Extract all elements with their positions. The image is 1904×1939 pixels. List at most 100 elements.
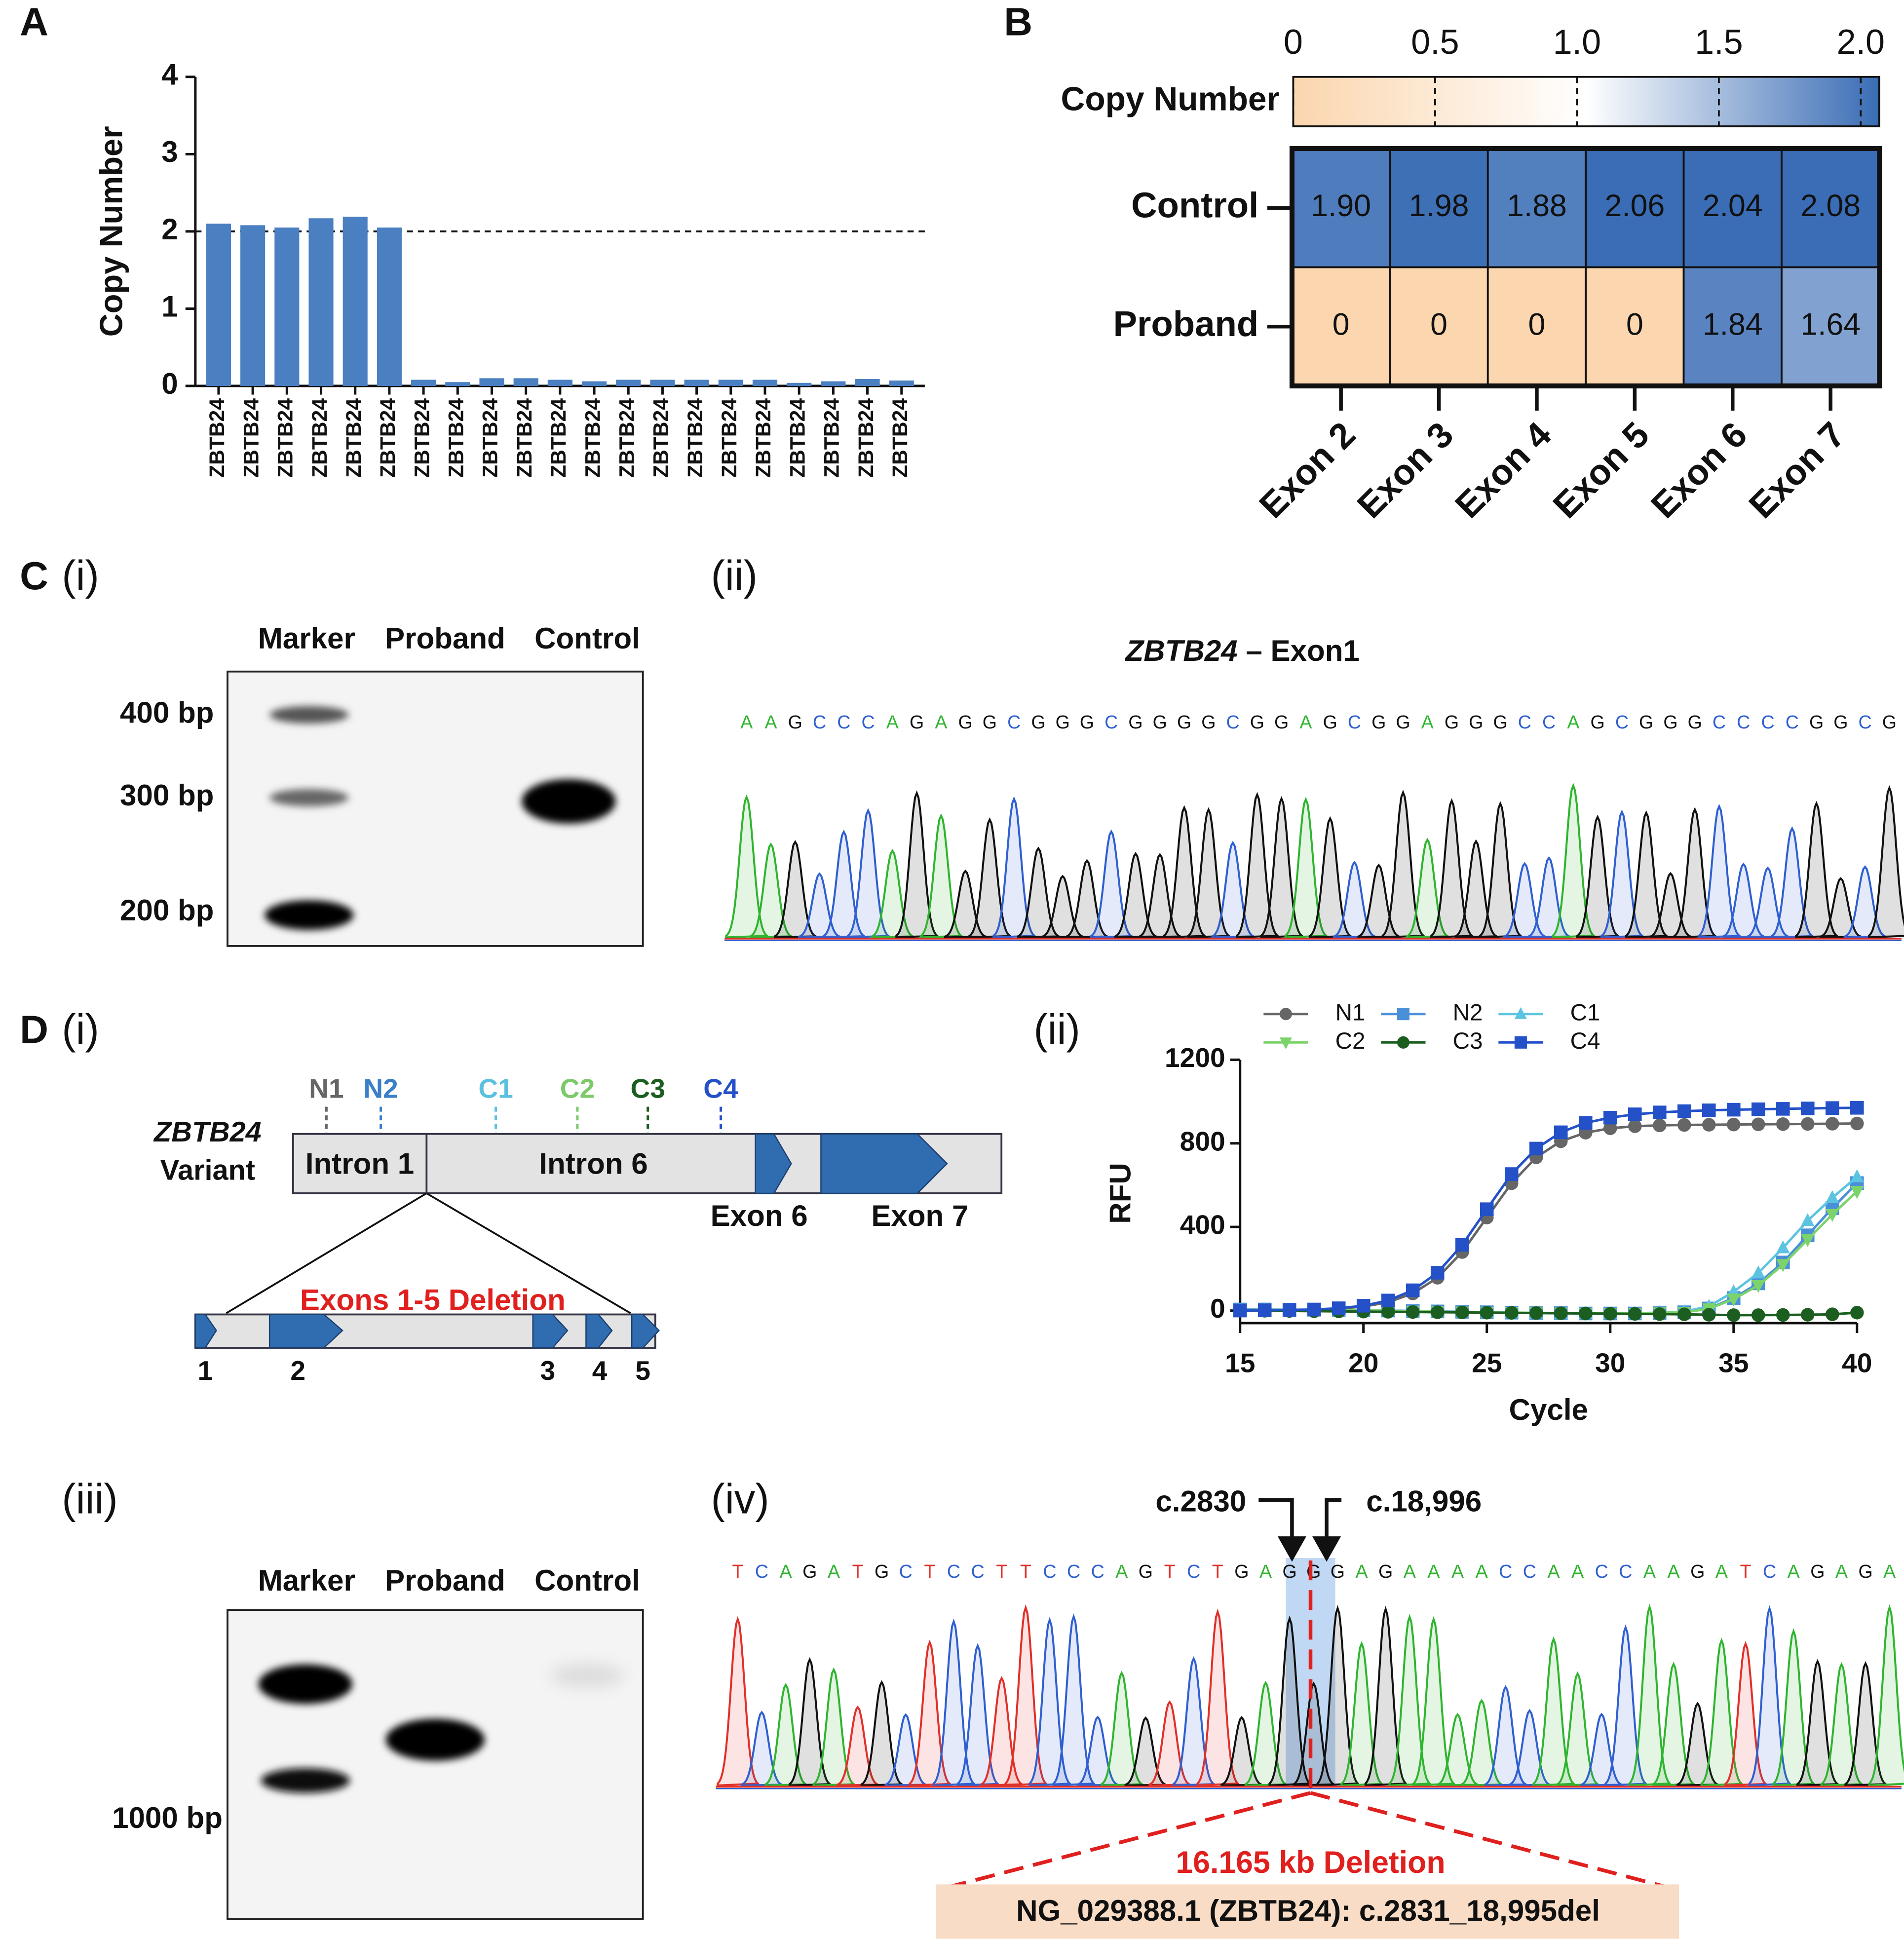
gel <box>227 1609 644 1920</box>
marker <box>1381 1305 1395 1319</box>
region-label: Intron 1 <box>305 1147 414 1180</box>
marker <box>1529 1141 1543 1156</box>
x-tick-label: ZBTB24 <box>684 398 707 478</box>
legend-label: C3 <box>1453 1028 1483 1054</box>
base-call: G <box>1469 712 1483 732</box>
peak <box>1364 1605 1408 1787</box>
base-call: G <box>983 712 997 732</box>
legend-label: C1 <box>1570 999 1600 1026</box>
base-call: A <box>1571 1561 1584 1582</box>
peak <box>822 830 868 939</box>
col-label: Exon 6 <box>1643 415 1755 526</box>
marker <box>1826 1190 1839 1203</box>
series-line <box>1240 1182 1858 1315</box>
cell-label: 2.04 <box>1703 189 1763 223</box>
base-call: C <box>1859 712 1872 732</box>
peak <box>1819 877 1862 939</box>
base-call: G <box>1809 712 1824 732</box>
marker <box>1850 1186 1864 1199</box>
deletion-lines <box>939 1560 1676 1892</box>
marker <box>1801 1102 1815 1115</box>
base-call: A <box>740 712 753 732</box>
heatmap-border <box>1289 146 1882 389</box>
marker <box>1727 1308 1741 1322</box>
marker <box>1430 1266 1445 1280</box>
base-call: C <box>1499 1561 1512 1582</box>
x-tick-label: ZBTB24 <box>752 398 775 478</box>
x-axis-label: Cycle <box>1509 1393 1588 1426</box>
marker <box>1652 1105 1667 1119</box>
base-call: C <box>813 712 826 732</box>
peak <box>837 1705 882 1787</box>
bar <box>377 228 402 386</box>
peak <box>1100 1671 1145 1787</box>
base-call: T <box>1164 1561 1176 1582</box>
peak <box>1017 846 1063 939</box>
exon-number: 1 <box>198 1355 213 1386</box>
marker <box>1603 1121 1617 1136</box>
x-tick-label: ZBTB24 <box>888 398 912 478</box>
base-call: G <box>1283 1561 1297 1582</box>
base-call: C <box>1761 712 1774 732</box>
gel-band <box>261 1768 350 1793</box>
marker <box>1504 1306 1519 1320</box>
primer: C1 <box>478 1073 513 1104</box>
colorbar-tick-label: 0 <box>1284 23 1303 61</box>
marker <box>1430 1305 1445 1319</box>
x-tick-label: 15 <box>1225 1348 1255 1378</box>
gel-band <box>522 779 616 824</box>
gel-band <box>269 706 349 723</box>
x-tick-label: ZBTB24 <box>308 398 332 478</box>
bar <box>581 381 607 386</box>
y-axis-label: Copy Number <box>93 126 129 337</box>
marker <box>1727 1117 1741 1132</box>
marker <box>1727 1103 1741 1117</box>
marker <box>1504 1167 1519 1181</box>
marker <box>1850 1116 1864 1131</box>
chromatogram-title: ZBTB24 – Exon1 <box>1125 634 1360 667</box>
base-call: G <box>1274 712 1289 732</box>
peak <box>1028 1617 1072 1787</box>
marker <box>1850 1101 1864 1115</box>
peak <box>895 790 940 939</box>
row-label: Proband <box>1113 304 1259 344</box>
marker <box>1514 1036 1527 1049</box>
peak <box>1316 1604 1360 1787</box>
gel-band <box>258 1664 352 1704</box>
peak <box>1430 798 1475 939</box>
base-call: C <box>755 1561 768 1582</box>
peak <box>1503 862 1546 939</box>
x-tick-label: 30 <box>1595 1348 1625 1378</box>
base-call: A <box>1115 1561 1128 1582</box>
x-tick-label: ZBTB24 <box>410 398 434 478</box>
base-call: G <box>1139 1561 1153 1582</box>
peak <box>992 796 1037 939</box>
series-line <box>1240 1190 1858 1315</box>
bar <box>787 382 812 386</box>
peak <box>1479 801 1523 939</box>
base-call: C <box>1595 1561 1608 1582</box>
hgvs-box <box>936 1884 1679 1939</box>
peak <box>1004 1604 1048 1787</box>
base-call: A <box>1259 1561 1272 1582</box>
marker <box>1826 1307 1839 1321</box>
peak <box>1673 807 1718 939</box>
base-call: G <box>1080 712 1094 732</box>
base-call: C <box>1542 712 1556 732</box>
peak <box>1041 874 1084 939</box>
marker <box>1529 1306 1543 1320</box>
base-call: G <box>1128 712 1142 732</box>
base-call: C <box>1615 712 1629 732</box>
cell-label: 2.08 <box>1800 189 1861 223</box>
base-call: C <box>1523 1561 1536 1582</box>
peak <box>1795 800 1839 939</box>
legend-label: N2 <box>1453 999 1483 1026</box>
cell <box>1682 148 1783 268</box>
bar <box>718 380 743 386</box>
cell-label: 1.90 <box>1311 189 1371 223</box>
base-call: T <box>732 1561 743 1582</box>
base-call: G <box>1177 712 1191 732</box>
peak <box>1625 810 1670 939</box>
marker <box>1776 1117 1790 1131</box>
